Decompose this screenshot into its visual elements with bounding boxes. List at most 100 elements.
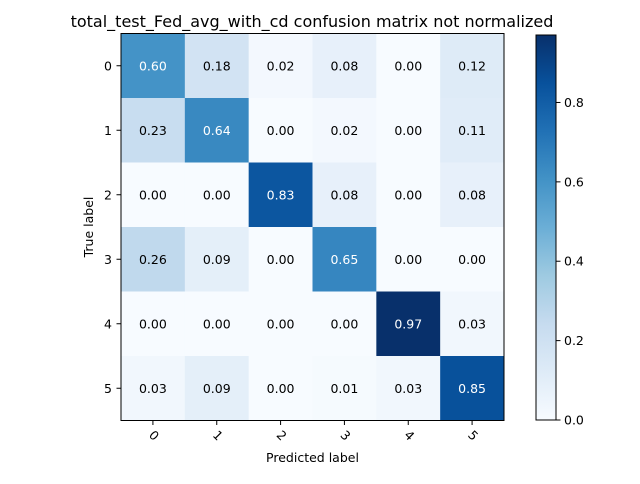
heatmap-cell-r3-c4 [376,227,441,292]
heatmap-value-r3-c4: 0.00 [394,252,422,267]
heatmap-cell-r2-c3 [312,162,377,228]
heatmap-cell-r2-c0 [121,162,186,228]
heatmap-cell-r1-c0 [121,98,186,163]
heatmap-cell-r0-c2 [248,33,313,99]
heatmap-cell-r2-c4 [376,162,441,228]
heatmap-cell-r4-c1 [184,291,250,357]
colorbar-tick-label-0: 0.0 [564,413,584,428]
heatmap-cell-r5-c1 [184,356,250,421]
x-tick-label-0: 0 [146,427,162,443]
heatmap-value-r1-c1: 0.64 [203,123,231,138]
heatmap-cell-r5-c5 [440,356,505,421]
heatmap-value-r1-c5: 0.11 [458,123,486,138]
y-tick-label-4: 4 [104,316,112,331]
heatmap-value-r2-c4: 0.00 [394,187,422,202]
y-tick-label-3: 3 [104,252,112,267]
colorbar-tick-label-4: 0.8 [564,95,584,110]
heatmap-cell-r4-c2 [248,291,313,357]
heatmap-cell-r3-c2 [248,227,313,292]
heatmap-value-labels: 0.60 0.18 0.02 0.08 0.00 0.12 0.23 0.64 0.00 0.02… [139,58,486,396]
heatmap-value-r1-c4: 0.00 [394,123,422,138]
heatmap-value-r2-c5: 0.08 [458,187,486,202]
colorbar-tick-label-1: 0.2 [564,333,584,348]
x-tick-label-2: 2 [274,427,290,443]
heatmap-value-r4-c4: 0.97 [394,316,422,331]
colorbar-ticks: 0.0 0.2 0.4 0.6 0.8 [556,95,584,428]
heatmap-cell-r5-c0 [121,356,186,421]
chart-title: total_test_Fed_avg_with_cd confusion mat… [71,12,554,32]
heatmap-value-r5-c0: 0.03 [139,381,167,396]
heatmap-value-r4-c0: 0.00 [139,316,167,331]
x-tick-label-5: 5 [465,427,481,443]
heatmap-cell-r2-c1 [184,162,250,228]
heatmap-value-r0-c0: 0.60 [139,58,167,73]
x-axis-ticks: 0 1 2 3 4 5 [146,420,481,443]
heatmap-value-r4-c5: 0.03 [458,316,486,331]
heatmap-value-r0-c1: 0.18 [203,58,231,73]
heatmap-cell-r1-c2 [248,98,313,163]
y-tick-label-2: 2 [104,187,112,202]
heatmap-value-r2-c0: 0.00 [139,187,167,202]
heatmap-cell-r3-c3 [312,227,377,292]
heatmap-value-r2-c2: 0.83 [267,187,295,202]
heatmap-cell-r1-c3 [312,98,377,163]
heatmap-value-r3-c2: 0.00 [267,252,295,267]
heatmap-cell-r4-c3 [312,291,377,357]
colorbar-tick-label-3: 0.6 [564,174,584,189]
heatmap-value-r1-c3: 0.02 [330,123,358,138]
heatmap-value-r5-c4: 0.03 [394,381,422,396]
heatmap-value-r0-c2: 0.02 [267,58,295,73]
heatmap-value-r5-c5: 0.85 [458,381,486,396]
heatmap-cell-r2-c2 [248,162,313,228]
x-axis-label: Predicted label [266,450,359,465]
y-tick-label-5: 5 [104,381,112,396]
x-tick-label-1: 1 [210,427,226,443]
x-tick-label-4: 4 [401,427,417,443]
heatmap-cell-r0-c0 [121,33,186,99]
y-tick-label-0: 0 [104,58,112,73]
heatmap-cell-r3-c1 [184,227,250,292]
heatmap-value-r0-c3: 0.08 [330,58,358,73]
heatmap-cell-r4-c5 [440,291,505,357]
heatmap-cell-r0-c3 [312,33,377,99]
plot-frame [120,33,505,421]
y-axis-ticks: 0 1 2 3 4 5 [104,58,121,396]
heatmap-cell-r5-c4 [376,356,441,421]
heatmap-cell-r1-c4 [376,98,441,163]
heatmap-value-r3-c5: 0.00 [458,252,486,267]
heatmap-value-r1-c0: 0.23 [139,123,167,138]
heatmap-value-r4-c3: 0.00 [330,316,358,331]
heatmap-cell-r3-c5 [440,227,505,292]
heatmap-cell-r5-c3 [312,356,377,421]
heatmap-value-r5-c2: 0.00 [267,381,295,396]
heatmap-value-r4-c1: 0.00 [203,316,231,331]
y-axis-label: True label [81,197,96,259]
y-tick-label-1: 1 [104,123,112,138]
heatmap-cell-r0-c4 [376,33,441,99]
heatmap-value-r5-c1: 0.09 [203,381,231,396]
heatmap-cell-r4-c4 [376,291,441,357]
heatmap-value-r2-c3: 0.08 [330,187,358,202]
heatmap-cell-r3-c0 [121,227,186,292]
heatmap-cell-r1-c5 [440,98,505,163]
heatmap-cell-r1-c1 [184,98,250,163]
colorbar [535,34,557,421]
x-tick-label-3: 3 [337,427,353,443]
heatmap-value-r0-c5: 0.12 [458,58,486,73]
heatmap-value-r3-c0: 0.26 [139,252,167,267]
heatmap-cell-r0-c1 [184,33,250,99]
heatmap-cell-r2-c5 [440,162,505,228]
heatmap-cell-r5-c2 [248,356,313,421]
colorbar-tick-label-2: 0.4 [564,254,584,269]
heatmap-value-r3-c3: 0.65 [330,252,358,267]
heatmap-value-r4-c2: 0.00 [267,316,295,331]
heatmap-value-r5-c3: 0.01 [330,381,358,396]
heatmap-value-r2-c1: 0.00 [203,187,231,202]
heatmap-cells [121,33,505,421]
heatmap-cell-r4-c0 [121,291,186,357]
heatmap-value-r3-c1: 0.09 [203,252,231,267]
heatmap-value-r1-c2: 0.00 [267,123,295,138]
heatmap-value-r0-c4: 0.00 [394,58,422,73]
